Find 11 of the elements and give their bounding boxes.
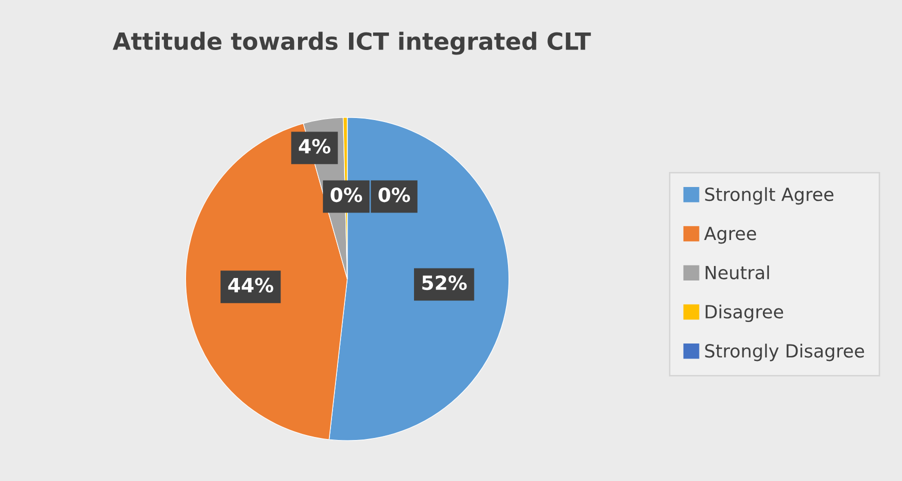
data-label: 44% (228, 278, 274, 292)
data-label: 52% (422, 275, 467, 290)
legend-label: Disagree (706, 304, 784, 322)
legend-label: Agree (704, 226, 756, 244)
text: 0% (378, 187, 410, 202)
legend-label: Neutral (706, 265, 769, 280)
legend-label: Stronglt Agree (705, 187, 834, 205)
data-label: 0% (330, 187, 362, 202)
data-label: 4% (298, 138, 330, 154)
chart-title: Attitude towards ICT integrated CLT (112, 32, 591, 55)
legend-label: Strongly Disagree (705, 344, 864, 362)
